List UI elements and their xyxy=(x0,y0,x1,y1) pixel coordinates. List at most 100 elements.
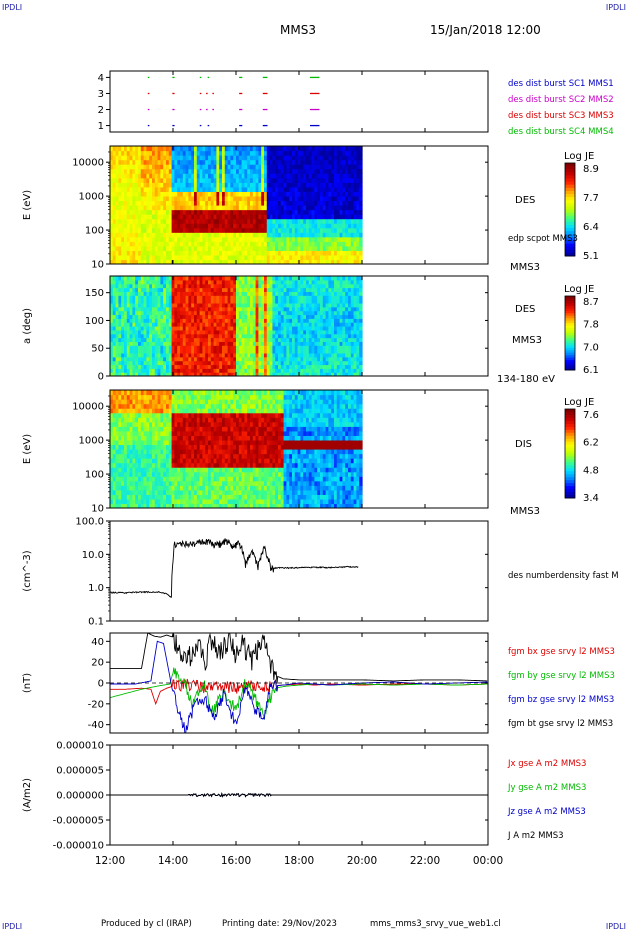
heat-cell xyxy=(188,345,192,350)
heat-cell xyxy=(314,314,318,319)
heat-cell xyxy=(213,191,217,197)
heat-cell xyxy=(185,299,189,304)
heat-cell xyxy=(115,360,119,366)
heat-cell xyxy=(342,200,346,206)
heat-cell xyxy=(166,146,170,152)
heat-cell xyxy=(252,306,257,312)
heat-cell xyxy=(247,177,251,183)
heat-cell xyxy=(359,223,363,229)
heat-cell xyxy=(143,155,147,161)
heat-cell xyxy=(168,245,173,251)
heat-cell xyxy=(124,259,128,264)
heat-cell xyxy=(286,310,290,316)
heat-cell xyxy=(336,318,341,323)
heat-cell xyxy=(261,356,265,362)
heat-cell xyxy=(124,345,128,350)
heat-cell xyxy=(185,168,189,174)
heat-cell xyxy=(171,341,175,346)
heat-cell xyxy=(171,306,175,312)
heat-cell xyxy=(213,349,217,354)
heat-cell xyxy=(140,449,145,455)
heat-cell xyxy=(339,279,343,285)
heat-cell xyxy=(216,299,220,304)
heat-cell xyxy=(264,200,268,206)
heat-cell xyxy=(247,291,251,296)
heat-cell xyxy=(258,349,262,354)
heat-cell xyxy=(154,302,159,308)
heat-cell xyxy=(188,306,192,312)
heat-cell xyxy=(283,302,287,308)
heat-cell xyxy=(213,360,217,366)
heat-cell xyxy=(129,146,133,152)
heat-cell xyxy=(230,283,234,289)
heat-cell xyxy=(236,218,240,224)
heat-cell xyxy=(185,337,189,342)
heat-cell xyxy=(132,209,136,215)
heat-cell xyxy=(258,250,262,256)
heat-cell xyxy=(157,214,161,220)
heat-cell xyxy=(196,283,201,289)
heat-cell xyxy=(157,209,161,215)
heat-cell xyxy=(244,245,248,251)
heat-cell xyxy=(140,299,145,304)
heat-cell xyxy=(208,345,212,350)
heat-cell xyxy=(328,254,332,261)
heat-cell xyxy=(140,177,145,183)
heat-cell xyxy=(185,245,189,251)
heat-cell xyxy=(300,241,304,247)
heat-cell xyxy=(331,372,335,376)
heat-cell xyxy=(149,232,153,238)
heat-cell xyxy=(166,236,170,242)
heat-cell xyxy=(306,182,310,188)
heat-cell xyxy=(317,322,321,327)
heat-cell xyxy=(328,186,332,192)
heat-cell xyxy=(202,276,206,281)
heat-cell xyxy=(320,195,324,202)
heat-cell xyxy=(138,476,142,482)
heat-cell xyxy=(353,232,357,238)
heat-cell xyxy=(300,191,304,197)
heat-cell xyxy=(250,250,254,256)
heat-cell xyxy=(140,471,145,477)
heat-cell xyxy=(353,302,357,308)
heat-cell xyxy=(166,372,170,376)
heat-cell xyxy=(135,306,139,312)
heat-cell xyxy=(317,326,321,331)
heat-cell xyxy=(146,318,150,323)
heat-cell xyxy=(135,182,139,188)
heat-cell xyxy=(182,318,187,323)
heat-cell xyxy=(219,250,223,256)
heat-cell xyxy=(356,227,360,233)
heat-cell xyxy=(138,232,142,238)
heat-cell xyxy=(297,164,301,170)
heat-cell xyxy=(356,254,360,261)
heat-cell xyxy=(269,227,273,233)
heat-cell xyxy=(297,360,301,366)
heat-cell xyxy=(308,352,313,358)
heat-cell xyxy=(241,279,245,285)
heat-cell xyxy=(194,191,198,197)
heat-cell xyxy=(219,364,223,369)
heat-cell xyxy=(247,310,251,316)
heat-cell xyxy=(126,421,131,427)
heat-cell xyxy=(255,195,259,202)
heat-cell xyxy=(283,291,287,296)
heat-cell xyxy=(280,356,285,362)
heat-cell xyxy=(143,279,147,285)
heat-cell xyxy=(224,254,229,261)
heat-cell xyxy=(320,368,324,373)
heat-cell xyxy=(129,503,133,508)
heat-cell xyxy=(121,356,125,362)
heat-cell xyxy=(129,318,133,323)
heat-cell xyxy=(224,333,229,339)
heat-cell xyxy=(356,232,360,238)
heat-cell xyxy=(272,279,276,285)
heat-cell xyxy=(247,318,251,323)
heat-cell xyxy=(258,368,262,373)
heat-cell xyxy=(230,250,234,256)
heat-cell xyxy=(216,250,220,256)
heat-cell xyxy=(306,368,310,373)
heat-cell xyxy=(110,276,114,281)
heat-cell xyxy=(258,318,262,323)
heat-cell xyxy=(238,227,243,233)
